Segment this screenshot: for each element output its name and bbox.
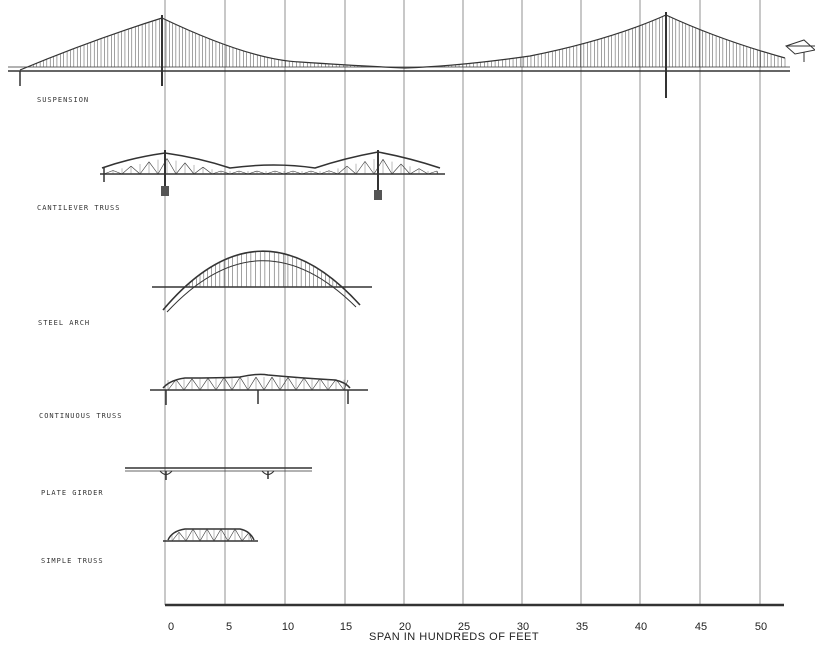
cantilever-truss-member <box>229 170 240 175</box>
simple-truss-member <box>248 532 253 542</box>
span-tick-label: 35 <box>575 621 589 633</box>
simple-truss-member <box>192 528 201 542</box>
cantilever-truss-member <box>247 170 258 175</box>
cantilever-truss-member <box>400 163 411 175</box>
cantilever-truss-member <box>418 168 429 175</box>
continuous-truss-member <box>199 377 209 391</box>
cantilever-truss-member <box>121 165 132 175</box>
label-suspension: SUSPENSION <box>37 96 90 104</box>
simple-truss-member <box>227 528 236 542</box>
span-tick-label: 5 <box>225 621 233 633</box>
cantilever-truss-member <box>175 162 186 175</box>
cantilever-truss-member <box>130 165 141 175</box>
axis-title: SPAN IN HUNDREDS OF FEET <box>369 631 540 643</box>
cantilever-truss-member <box>292 170 303 175</box>
label-plate-girder: PLATE GIRDER <box>41 489 104 497</box>
cantilever-truss-member <box>382 159 393 175</box>
continuous-truss-member <box>167 379 177 391</box>
cantilever-truss-member <box>166 158 177 175</box>
span-tick-label: 20 <box>398 621 412 633</box>
continuous-truss-member <box>215 377 225 391</box>
simple-truss-member <box>213 528 222 542</box>
cantilever-truss-member <box>112 170 123 175</box>
cantilever-truss-member <box>220 170 231 175</box>
continuous-truss-member <box>263 376 273 391</box>
cantilever-truss-member <box>193 166 204 175</box>
continuous-truss-member <box>175 379 185 391</box>
continuous-truss-member <box>311 378 321 391</box>
cantilever-truss-member <box>364 161 375 175</box>
simple-truss-member <box>199 528 208 542</box>
simple-truss-member <box>241 532 250 542</box>
span-gridlines <box>164 0 761 605</box>
span-tick-label: 15 <box>339 621 353 633</box>
simple-truss-member <box>234 528 243 542</box>
continuous-truss-drawing <box>150 373 368 405</box>
continuous-truss-member <box>279 377 289 391</box>
suspension-bridge-drawing <box>8 12 815 98</box>
cantilever-truss-member <box>256 170 267 175</box>
continuous-truss-member <box>287 377 297 391</box>
span-tick-label: 40 <box>634 621 648 633</box>
steel-arch-drawing <box>152 250 372 313</box>
continuous-truss-member <box>343 379 349 391</box>
cantilever-truss-member <box>238 170 249 175</box>
cantilever-truss-member <box>409 168 420 175</box>
simple-truss-member <box>206 528 215 542</box>
cantilever-truss-member <box>391 163 402 175</box>
cantilever-truss-member <box>427 170 438 175</box>
label-cantilever-truss: CANTILEVER TRUSS <box>37 204 121 212</box>
span-tick-label: 10 <box>281 621 295 633</box>
continuous-truss-member <box>327 379 337 391</box>
continuous-truss-member <box>255 376 265 391</box>
simple-truss-member <box>171 532 180 542</box>
span-tick-label: 45 <box>694 621 708 633</box>
cantilever-truss-drawing <box>100 150 445 200</box>
continuous-truss-member <box>295 377 305 391</box>
cantilever-truss-member <box>184 162 195 175</box>
span-tick-label: 0 <box>167 621 175 633</box>
cantilever-truss-member <box>148 161 159 175</box>
cantilever-truss-member <box>202 166 213 175</box>
cantilever-truss-member <box>274 170 285 175</box>
continuous-truss-member <box>231 376 241 391</box>
cantilever-truss-member <box>355 161 366 175</box>
cantilever-truss-member <box>337 165 348 175</box>
span-tick-label: 30 <box>516 621 530 633</box>
continuous-truss-member <box>335 379 345 391</box>
cantilever-truss-member <box>283 170 294 175</box>
continuous-truss-member <box>183 378 193 391</box>
continuous-truss-member <box>319 378 329 391</box>
span-tick-label: 25 <box>457 621 471 633</box>
continuous-truss-member <box>303 377 313 391</box>
span-tick-label: 50 <box>754 621 768 633</box>
continuous-truss-member <box>239 376 249 391</box>
simple-truss-member <box>185 528 194 542</box>
cantilever-truss-member <box>319 170 330 175</box>
cantilever-truss-member <box>346 165 357 175</box>
cantilever-truss-member <box>211 170 222 175</box>
cantilever-truss-member <box>301 170 312 175</box>
plate-girder-drawing <box>125 467 312 480</box>
cantilever-truss-member <box>328 170 339 175</box>
label-simple-truss: SIMPLE TRUSS <box>41 557 104 565</box>
continuous-truss-member <box>247 376 257 391</box>
flag-icon <box>785 39 815 62</box>
simple-truss-member <box>220 528 229 542</box>
continuous-truss-member <box>271 376 281 391</box>
cantilever-truss-member <box>265 170 276 175</box>
cantilever-truss-member <box>103 170 114 175</box>
continuous-truss-member <box>223 377 233 391</box>
continuous-truss-member <box>207 377 217 391</box>
simple-truss-member <box>178 532 187 542</box>
cantilever-truss-member <box>310 170 321 175</box>
label-steel-arch: STEEL ARCH <box>38 319 91 327</box>
simple-truss-drawing <box>163 528 258 542</box>
label-continuous-truss: CONTINUOUS TRUSS <box>39 412 123 420</box>
cantilever-truss-member <box>139 161 150 175</box>
continuous-truss-member <box>191 378 201 391</box>
